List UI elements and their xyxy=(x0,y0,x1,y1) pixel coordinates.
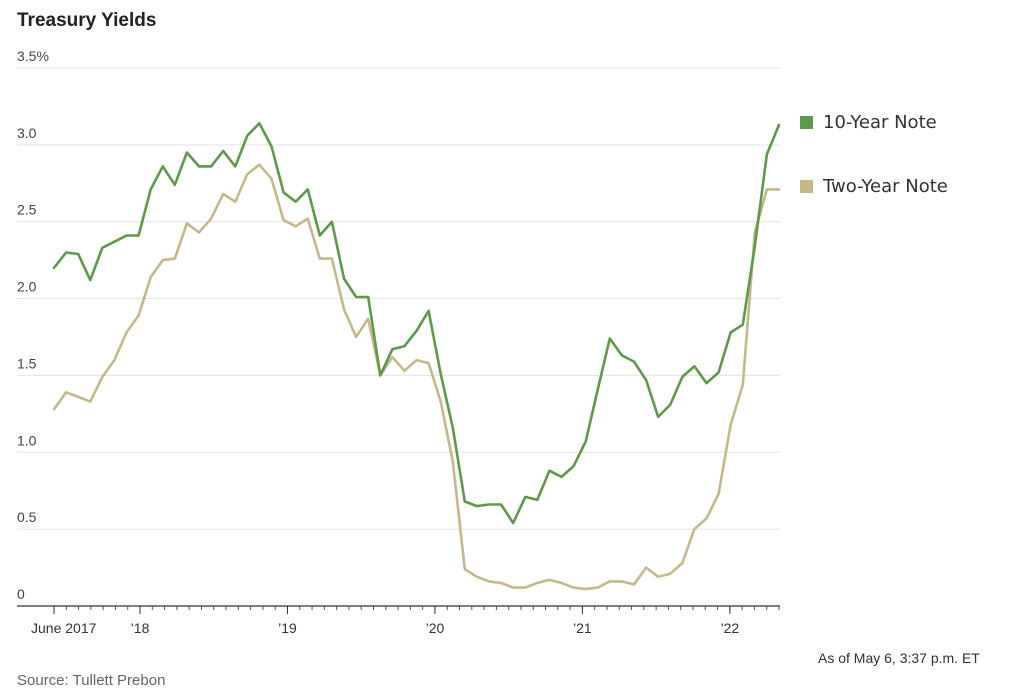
y-tick-label-1: 0.5 xyxy=(17,509,37,525)
x-tick-label-5: ’22 xyxy=(721,620,740,636)
timestamp: As of May 6, 3:37 p.m. ET xyxy=(818,650,980,666)
legend-label-10-year: 10-Year Note xyxy=(823,112,937,133)
y-axis-ticks: 0 0.5 1.0 1.5 2.0 2.5 3.0 3.5% xyxy=(17,48,49,602)
series-line-10-year-note xyxy=(52,122,781,525)
series-line-two-year-note xyxy=(52,163,781,591)
y-tick-label-2: 1.0 xyxy=(17,432,37,448)
x-tick-label-0: June 2017 xyxy=(31,620,97,636)
x-axis: June 2017 ’18 ’19 ’20 ’21 ’22 xyxy=(17,605,780,636)
x-tick-label-3: ’20 xyxy=(426,620,445,636)
y-tick-label-4: 2.0 xyxy=(17,279,37,295)
legend-item-two-year: Two-Year Note xyxy=(800,176,948,197)
y-tick-label-5: 2.5 xyxy=(17,202,37,218)
legend-swatch-10-year xyxy=(800,116,813,129)
x-tick-label-4: ’21 xyxy=(573,620,592,636)
gridlines xyxy=(17,67,780,530)
legend-item-10-year: 10-Year Note xyxy=(800,112,937,133)
y-tick-label-3: 1.5 xyxy=(17,355,37,371)
x-tick-label-1: ’18 xyxy=(131,620,150,636)
y-tick-label-7: 3.5% xyxy=(17,48,49,64)
series-lines xyxy=(52,122,781,591)
chart-title: Treasury Yields xyxy=(17,10,157,31)
source-note: Source: Tullett Prebon xyxy=(17,672,166,689)
legend-label-two-year: Two-Year Note xyxy=(823,176,948,197)
x-tick-label-2: ’19 xyxy=(278,620,297,636)
legend-swatch-two-year xyxy=(800,180,813,193)
y-tick-label-0: 0 xyxy=(17,586,25,602)
y-tick-label-6: 3.0 xyxy=(17,125,37,141)
